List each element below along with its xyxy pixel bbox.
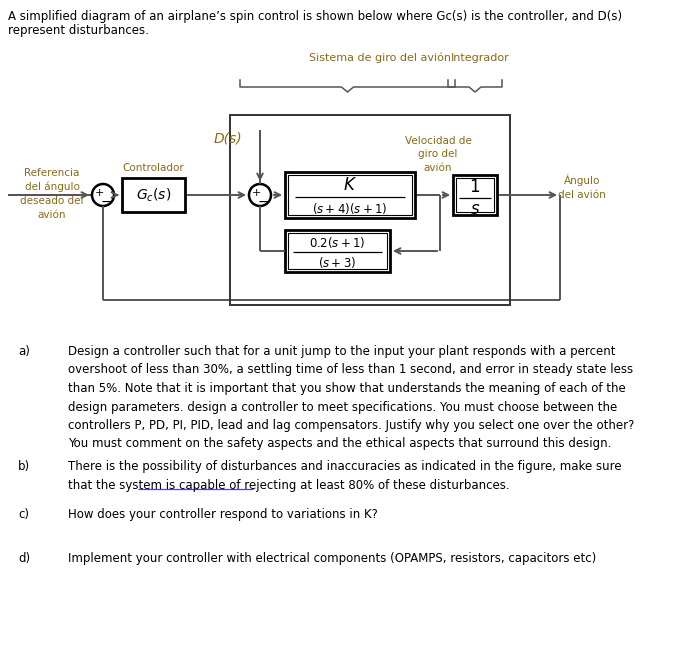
Bar: [122, 178, 185, 212]
Text: $s$: $s$: [470, 200, 480, 218]
Text: Velocidad de
giro del
avión: Velocidad de giro del avión: [404, 136, 471, 173]
Bar: [453, 175, 497, 215]
Bar: [288, 233, 387, 269]
Text: Ángulo
del avión: Ángulo del avión: [558, 174, 606, 200]
Text: There is the possibility of disturbances and inaccuracies as indicated in the fi: There is the possibility of disturbances…: [68, 460, 621, 492]
Bar: [288, 175, 412, 215]
Text: A simplified diagram of an airplane’s spin control is shown below where Gc(s) is: A simplified diagram of an airplane’s sp…: [8, 10, 622, 23]
Text: $K$: $K$: [343, 176, 357, 194]
Text: +: +: [94, 188, 104, 198]
Bar: [285, 230, 390, 272]
Text: $1$: $1$: [469, 178, 481, 196]
Text: c): c): [18, 508, 29, 521]
Text: How does your controller respond to variations in K?: How does your controller respond to vari…: [68, 508, 378, 521]
Text: $0.2(s+1)$: $0.2(s+1)$: [310, 234, 366, 249]
Text: +: +: [251, 188, 261, 198]
Text: Implement your controller with electrical components (OPAMPS, resistors, capacit: Implement your controller with electrica…: [68, 552, 596, 565]
Bar: [285, 172, 415, 218]
Text: $G_c(s)$: $G_c(s)$: [136, 186, 171, 204]
Text: a): a): [18, 345, 30, 358]
Text: $(s+4)(s+1)$: $(s+4)(s+1)$: [312, 202, 387, 217]
Text: b): b): [18, 460, 30, 473]
Text: Design a controller such that for a unit jump to the input your plant responds w: Design a controller such that for a unit…: [68, 345, 634, 451]
Text: Integrador: Integrador: [451, 53, 509, 63]
Text: −: −: [100, 195, 112, 209]
Bar: [456, 178, 494, 212]
Text: represent disturbances.: represent disturbances.: [8, 24, 149, 37]
Circle shape: [92, 184, 114, 206]
Text: Sistema de giro del avión: Sistema de giro del avión: [309, 52, 451, 63]
Text: −: −: [257, 195, 269, 209]
Text: D(s): D(s): [213, 132, 242, 146]
Circle shape: [249, 184, 271, 206]
Text: Controlador: Controlador: [123, 163, 184, 173]
Text: $(s+3)$: $(s+3)$: [318, 255, 357, 270]
Bar: [230, 115, 510, 305]
Text: d): d): [18, 552, 30, 565]
Text: Referencia
del ángulo
deseado del
avión: Referencia del ángulo deseado del avión: [20, 168, 84, 219]
